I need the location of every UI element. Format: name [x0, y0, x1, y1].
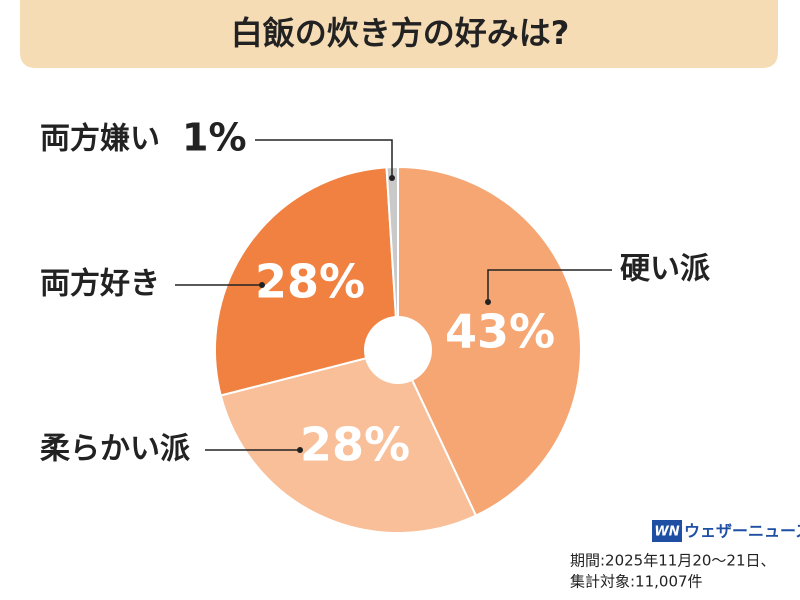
- source-logo: WN ウェザーニュース: [652, 520, 800, 542]
- value-label: 1%: [182, 116, 247, 160]
- title-band: [20, 0, 778, 68]
- chart-title: 白飯の炊き方の好みは?: [231, 14, 570, 52]
- value-label: 43%: [445, 305, 555, 359]
- pie-hole: [364, 316, 432, 384]
- category-label: 両方嫌い: [40, 122, 160, 157]
- logo-box: [652, 520, 682, 542]
- category-label: 柔らかい派: [40, 432, 190, 467]
- leader-dot: [297, 447, 303, 453]
- value-label: 28%: [255, 255, 365, 309]
- pie-slice: [219, 348, 478, 534]
- value-label: 28%: [300, 418, 410, 472]
- note: 集計対象:11,007件: [570, 573, 703, 591]
- leader-dot: [485, 299, 491, 305]
- pie-slice: [397, 165, 582, 517]
- pie: [214, 165, 582, 534]
- category-label: 硬い派: [620, 252, 710, 287]
- leader-line: [487, 269, 612, 302]
- category-label: 両方好き: [40, 267, 160, 302]
- pie-slice: [214, 166, 400, 397]
- leader-dot: [259, 282, 265, 288]
- note: 期間:2025年11月20〜21日、: [570, 552, 776, 570]
- leader-dot: [389, 175, 395, 181]
- source: ウェザーニュース: [684, 522, 800, 541]
- leader-line: [255, 139, 393, 178]
- logo-mark: WN: [654, 525, 679, 540]
